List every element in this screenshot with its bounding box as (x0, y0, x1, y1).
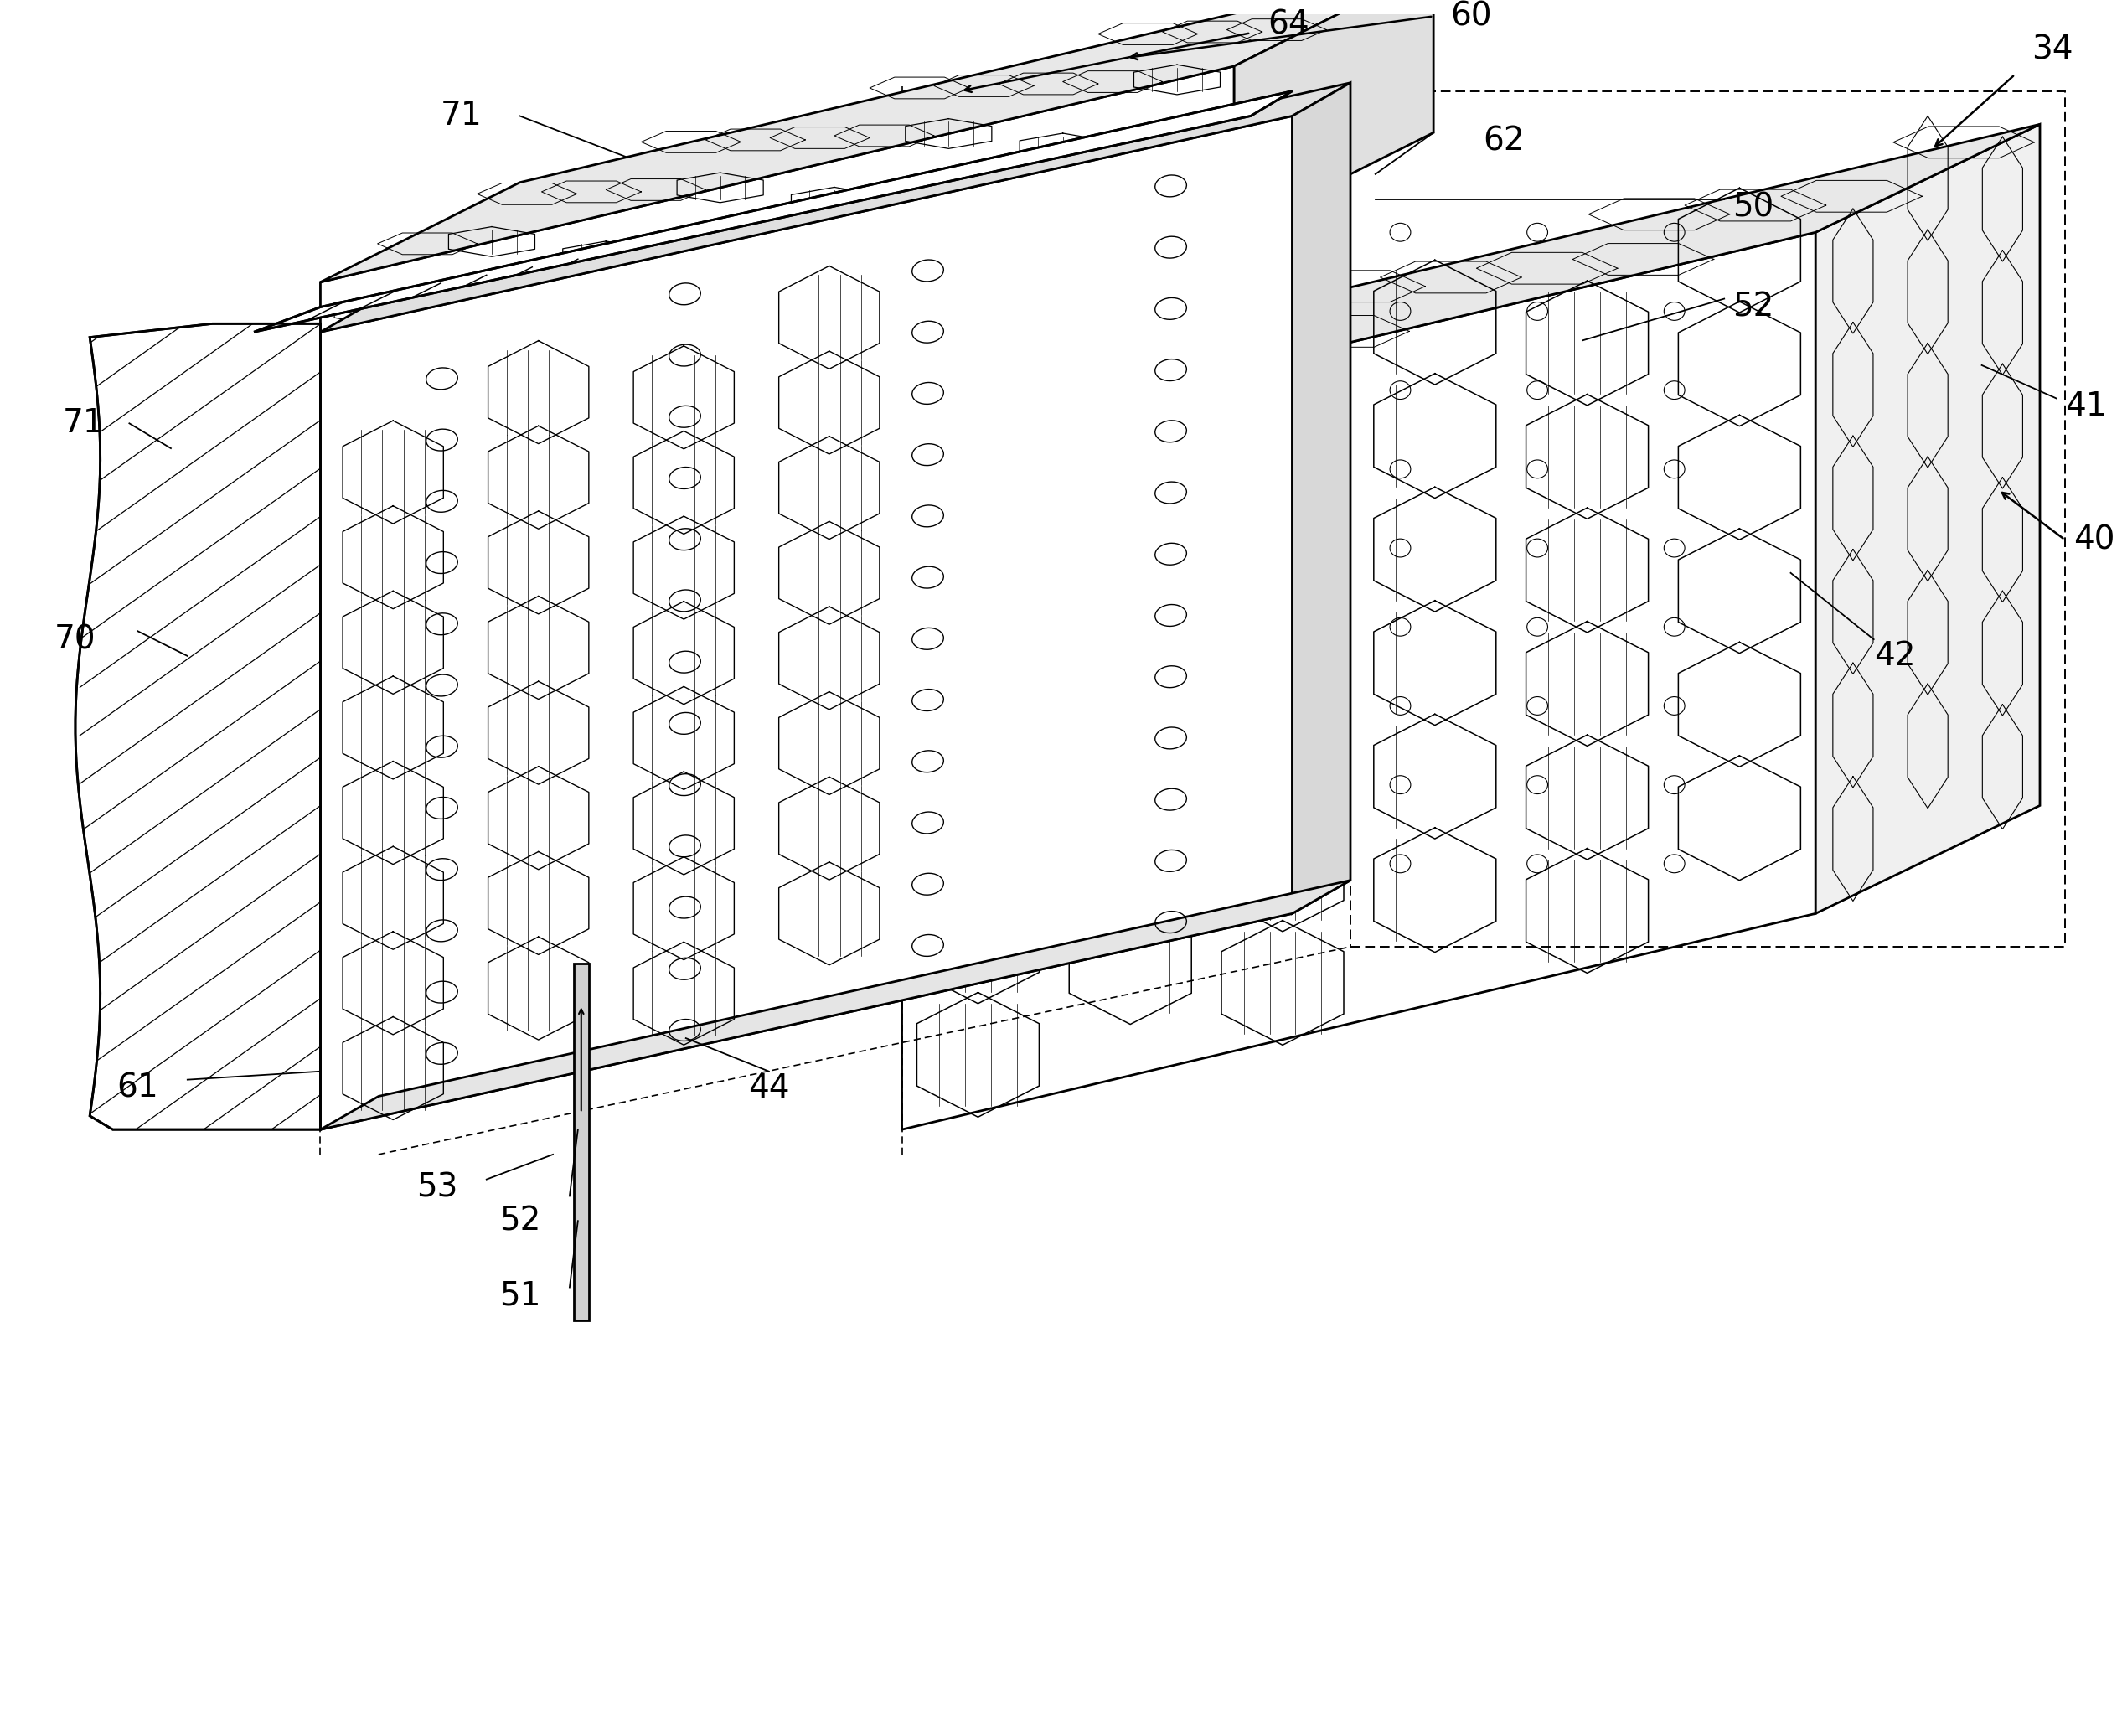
Polygon shape (320, 66, 1235, 448)
Polygon shape (255, 90, 1292, 332)
Text: 50: 50 (1732, 191, 1774, 224)
Text: 70: 70 (55, 623, 95, 654)
Polygon shape (320, 83, 1350, 332)
Text: 64: 64 (1267, 9, 1309, 40)
Text: 51: 51 (499, 1279, 541, 1312)
Text: 52: 52 (499, 1205, 541, 1236)
Polygon shape (902, 233, 1816, 1130)
Text: 62: 62 (1483, 125, 1526, 156)
Text: 71: 71 (441, 101, 482, 132)
Text: 41: 41 (2065, 391, 2107, 422)
Polygon shape (1292, 83, 1350, 913)
Polygon shape (320, 116, 1292, 1130)
Text: 71: 71 (64, 408, 104, 439)
Polygon shape (320, 0, 1434, 283)
Text: 44: 44 (749, 1073, 789, 1104)
Text: 40: 40 (2073, 524, 2116, 556)
Polygon shape (573, 963, 588, 1321)
Text: 42: 42 (1874, 641, 1916, 672)
Polygon shape (320, 880, 1350, 1130)
Text: 60: 60 (1449, 0, 1492, 33)
Text: 52: 52 (1732, 292, 1774, 323)
Polygon shape (320, 299, 902, 1130)
Text: 61: 61 (117, 1073, 159, 1104)
Polygon shape (1235, 0, 1434, 233)
Text: 53: 53 (416, 1172, 458, 1203)
Polygon shape (1816, 125, 2039, 913)
Polygon shape (902, 125, 2039, 448)
Polygon shape (76, 323, 320, 1130)
Text: 34: 34 (2031, 35, 2073, 66)
